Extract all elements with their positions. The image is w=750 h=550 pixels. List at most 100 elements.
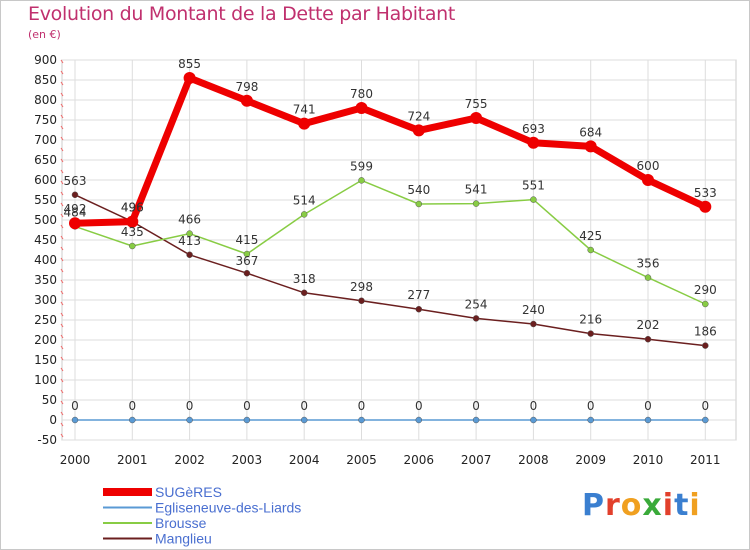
y-tick-label: 900 (34, 53, 57, 67)
axis-dash (60, 433, 64, 438)
series-line (74, 74, 707, 227)
data-point (470, 112, 483, 124)
data-label: 0 (644, 399, 652, 413)
data-label: 413 (178, 234, 201, 248)
axis-dash (60, 345, 64, 350)
data-label: 0 (587, 399, 595, 413)
y-tick-label: -50 (37, 433, 57, 447)
data-point (412, 124, 425, 137)
x-tick-label: 2011 (690, 453, 721, 467)
data-label: 367 (235, 254, 258, 268)
x-tick-label: 2000 (60, 453, 91, 467)
data-label: 514 (293, 193, 316, 207)
y-tick-label: 150 (34, 353, 57, 367)
data-label: 425 (579, 229, 602, 243)
legend-label: Egliseneuve-des-Liards (155, 500, 301, 516)
y-tick-label: 600 (34, 173, 57, 187)
data-label: 415 (235, 233, 258, 247)
data-point (183, 72, 196, 84)
data-point (358, 416, 365, 424)
data-label: 492 (64, 202, 87, 216)
data-label: 318 (293, 272, 316, 286)
data-point (69, 217, 81, 230)
logo-letter: t (674, 488, 690, 523)
data-point (71, 416, 79, 424)
data-label: 0 (472, 399, 480, 413)
axis-dash (60, 411, 64, 416)
data-point (644, 416, 652, 424)
x-tick-label: 2008 (518, 453, 549, 467)
x-tick-label: 2005 (346, 453, 377, 467)
data-point (530, 320, 537, 328)
axis-dash (60, 389, 64, 394)
data-point (472, 200, 480, 207)
axis-dash (60, 257, 64, 262)
axis-dash (60, 367, 64, 372)
data-point (642, 174, 654, 186)
y-tick-label: 500 (34, 213, 57, 227)
data-label: 298 (350, 280, 373, 294)
data-label: 533 (694, 186, 717, 200)
proxiti-logo: Proxiti (582, 488, 701, 523)
data-label: 724 (407, 109, 430, 123)
y-tick-label: 450 (34, 233, 57, 247)
data-label: 798 (235, 80, 258, 94)
series-line (74, 194, 706, 347)
data-label: 0 (128, 399, 136, 413)
data-label: 484 (64, 205, 87, 219)
axis-dash (60, 59, 64, 64)
data-point (355, 102, 368, 114)
data-label: 600 (637, 159, 660, 173)
data-point (243, 416, 251, 424)
y-tick-label: 250 (34, 313, 57, 327)
data-label: 240 (522, 303, 545, 317)
data-point (300, 416, 308, 424)
legend-label: Manglieu (155, 531, 212, 547)
x-tick-label: 2001 (117, 453, 148, 467)
data-point (587, 246, 594, 254)
x-tick-label: 2007 (461, 453, 492, 467)
axis-dash (60, 169, 64, 174)
legend-label: SUGèRES (155, 484, 222, 500)
data-label: 0 (71, 399, 79, 413)
x-tick-label: 2009 (575, 453, 606, 467)
data-point (358, 297, 365, 305)
data-point (527, 136, 540, 149)
data-point (186, 416, 193, 424)
logo-letter: P (582, 488, 605, 523)
axis-dash (60, 202, 64, 207)
y-tick-label: 50 (42, 393, 57, 407)
x-tick-label: 2006 (404, 453, 435, 467)
axis-dash (60, 246, 64, 251)
axis-dash (60, 334, 64, 339)
data-label: 599 (350, 159, 373, 173)
axis-dash (60, 158, 64, 163)
data-label: 0 (186, 399, 194, 413)
data-label: 755 (465, 97, 488, 111)
axis-dash (60, 103, 64, 108)
data-label: 277 (407, 288, 430, 302)
y-tick-label: 750 (34, 113, 57, 127)
y-tick-label: 800 (34, 93, 57, 107)
data-label: 693 (522, 122, 545, 136)
data-point (243, 269, 251, 277)
data-label: 541 (465, 183, 488, 197)
data-point (587, 330, 594, 337)
data-point (644, 335, 652, 343)
axis-dash (60, 356, 64, 361)
axis-dash (60, 323, 64, 328)
y-tick-label: 850 (34, 73, 57, 87)
data-point (71, 191, 79, 199)
data-label: 290 (694, 283, 717, 297)
data-label: 435 (121, 225, 144, 239)
data-label: 202 (637, 318, 660, 332)
logo-letter: r (605, 488, 621, 523)
data-point (126, 215, 139, 228)
axis-dash (60, 290, 64, 295)
logo-letter: i (689, 488, 701, 523)
data-label: 216 (579, 313, 602, 327)
y-tick-label: 300 (34, 293, 57, 307)
axis-dash (60, 136, 64, 141)
axis-dash (60, 422, 64, 427)
legend-label: Brousse (155, 515, 207, 531)
